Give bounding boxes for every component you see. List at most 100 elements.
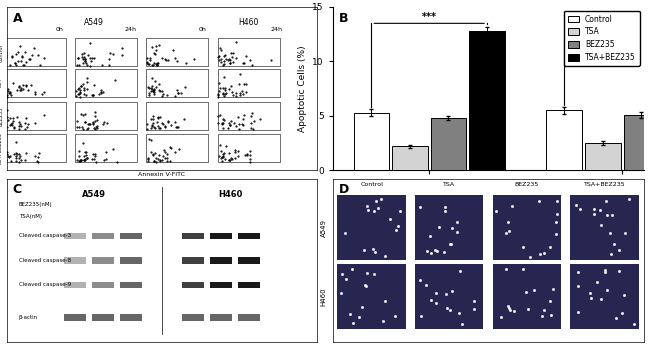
Point	[146, 89, 157, 94]
Point	[3, 153, 14, 159]
Bar	[210, 232, 232, 239]
Point	[74, 62, 85, 68]
Point	[36, 92, 47, 97]
Text: TSA: TSA	[443, 182, 456, 187]
Point	[1, 88, 11, 94]
Bar	[238, 232, 260, 239]
Point	[0, 89, 10, 95]
Point	[151, 43, 162, 49]
FancyBboxPatch shape	[75, 102, 137, 129]
Point	[153, 42, 164, 47]
Point	[146, 138, 156, 143]
Point	[80, 111, 90, 117]
Point	[81, 57, 91, 62]
Point	[11, 140, 21, 145]
Point	[237, 121, 247, 126]
Point	[227, 54, 237, 60]
Point	[214, 58, 224, 63]
Point	[79, 156, 90, 162]
Point	[213, 94, 224, 99]
Point	[20, 120, 31, 126]
Point	[153, 87, 164, 93]
Point	[222, 125, 233, 131]
FancyBboxPatch shape	[146, 38, 209, 66]
Point	[224, 56, 234, 62]
Point	[88, 119, 99, 125]
Point	[157, 121, 168, 127]
Text: C: C	[13, 184, 22, 196]
Point	[94, 91, 104, 96]
Point	[15, 121, 25, 127]
Point	[142, 60, 152, 66]
Point	[163, 119, 174, 124]
Point	[0, 122, 9, 127]
Point	[213, 80, 224, 86]
Point	[81, 62, 92, 68]
Bar	[120, 257, 142, 263]
Point	[148, 153, 158, 158]
Point	[86, 156, 97, 162]
Point	[11, 158, 21, 164]
Point	[144, 92, 154, 97]
FancyBboxPatch shape	[218, 134, 280, 162]
Point	[142, 155, 153, 161]
Point	[19, 62, 29, 68]
Point	[75, 158, 86, 164]
Point	[1, 107, 12, 113]
Point	[213, 113, 224, 119]
Point	[149, 92, 159, 97]
FancyBboxPatch shape	[75, 38, 137, 66]
Point	[5, 89, 15, 94]
Point	[246, 126, 256, 131]
Point	[153, 123, 164, 128]
Point	[216, 56, 226, 62]
Point	[226, 83, 236, 89]
Point	[0, 154, 10, 159]
Point	[235, 72, 246, 77]
Point	[215, 86, 226, 91]
Point	[21, 115, 31, 121]
Point	[239, 152, 250, 158]
Point	[238, 122, 248, 127]
Point	[220, 88, 230, 93]
Point	[148, 50, 159, 56]
Point	[255, 116, 265, 121]
Point	[75, 157, 86, 163]
Point	[98, 119, 109, 125]
Point	[148, 116, 158, 121]
FancyBboxPatch shape	[75, 134, 137, 162]
Point	[224, 120, 235, 126]
Point	[33, 52, 44, 58]
Point	[1, 54, 11, 60]
Point	[245, 148, 255, 154]
Point	[225, 57, 235, 62]
Bar	[92, 282, 114, 288]
Point	[148, 122, 158, 128]
Point	[235, 90, 245, 96]
Point	[11, 51, 21, 57]
Point	[246, 111, 257, 116]
Point	[159, 56, 170, 61]
Point	[92, 117, 102, 123]
Point	[14, 84, 24, 89]
Point	[88, 83, 99, 88]
Point	[5, 115, 16, 120]
Point	[218, 61, 229, 67]
Point	[13, 59, 23, 64]
Point	[229, 147, 240, 153]
Point	[157, 88, 167, 94]
Text: Control: Control	[0, 44, 3, 62]
Point	[22, 121, 32, 127]
Point	[146, 116, 157, 122]
Point	[216, 59, 226, 64]
Point	[151, 62, 162, 68]
Point	[142, 121, 152, 127]
Point	[5, 154, 16, 159]
Text: ***: ***	[422, 12, 437, 22]
Point	[167, 47, 177, 53]
Point	[217, 158, 228, 164]
Point	[174, 147, 185, 152]
Point	[16, 58, 26, 64]
Point	[21, 84, 31, 89]
Point	[229, 121, 239, 126]
